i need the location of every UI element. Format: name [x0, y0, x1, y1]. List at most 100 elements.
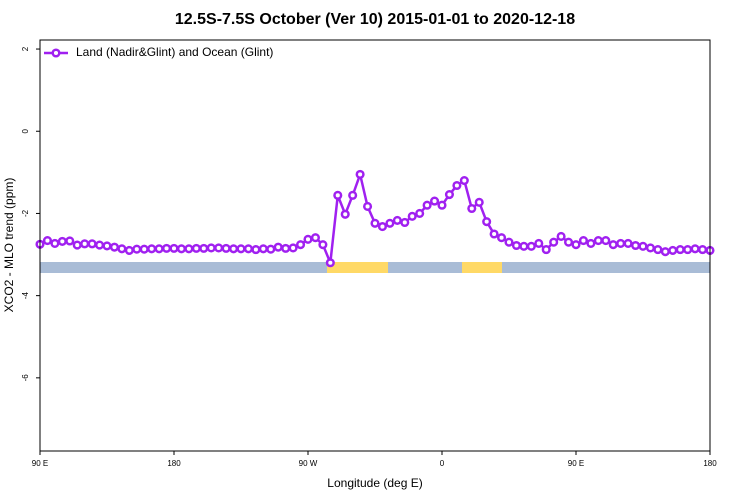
y-tick-label: -6: [21, 374, 30, 382]
data-point: [474, 197, 484, 207]
data-point: [169, 243, 179, 253]
data-point: [191, 243, 201, 253]
data-point: [400, 217, 410, 228]
data-point: [660, 247, 670, 257]
data-point: [184, 244, 194, 254]
data-point: [623, 238, 633, 248]
data-point: [273, 242, 283, 252]
data-point: [87, 239, 97, 249]
data-point: [385, 218, 395, 228]
data-point: [392, 215, 402, 225]
data-point: [348, 190, 358, 200]
data-point: [139, 244, 149, 254]
data-point: [519, 241, 529, 251]
data-point: [616, 238, 626, 248]
data-point: [325, 258, 335, 268]
data-point: [511, 240, 521, 251]
data-point: [638, 241, 648, 251]
data-point: [154, 244, 164, 254]
data-point: [281, 243, 291, 253]
x-tick-label: 180: [703, 459, 717, 468]
x-axis-label: Longitude (deg E): [327, 476, 422, 490]
data-point: [497, 233, 507, 243]
data-point: [206, 243, 216, 253]
data-point: [370, 218, 380, 228]
data-point: [117, 244, 127, 254]
data-point: [571, 240, 581, 250]
data-point: [444, 189, 454, 200]
data-point: [355, 169, 365, 179]
land-strip: [462, 262, 502, 273]
plot-frame: [39, 39, 711, 452]
x-tick-label: 90 E: [32, 459, 48, 468]
x-tick-label: 180: [167, 459, 181, 468]
y-tick-label: -2: [21, 209, 30, 217]
y-axis-label: XCO2 - MLO trend (ppm): [2, 178, 16, 313]
y-tick-label: 0: [21, 128, 30, 133]
data-point: [50, 238, 60, 248]
data-point: [526, 241, 536, 251]
data-point: [645, 243, 655, 253]
data-point: [578, 236, 588, 246]
data-point: [147, 244, 157, 254]
data-point: [363, 201, 373, 212]
data-point: [65, 236, 75, 246]
data-point: [549, 237, 559, 247]
data-point: [452, 180, 462, 191]
data-point: [288, 243, 298, 253]
data-point: [586, 238, 596, 248]
data-point: [631, 240, 641, 251]
data-point: [229, 244, 239, 254]
data-point: [57, 236, 67, 246]
data-point: [258, 244, 268, 254]
data-point: [601, 236, 611, 246]
chart-title: 12.5S-7.5S October (Ver 10) 2015-01-01 t…: [175, 11, 575, 28]
x-tick-label: 90 W: [299, 459, 318, 468]
data-point: [243, 244, 253, 254]
data-point: [109, 242, 119, 252]
data-point: [251, 245, 261, 255]
data-point: [430, 196, 440, 206]
data-point: [593, 236, 603, 246]
data-point: [266, 244, 276, 254]
data-point: [124, 245, 134, 255]
data-point: [467, 203, 477, 214]
data-point: [556, 231, 566, 242]
data-point: [95, 240, 105, 250]
data-point: [72, 240, 82, 250]
data-point: [310, 233, 320, 243]
data-point: [132, 244, 142, 254]
legend-marker: [51, 48, 61, 58]
data-point: [214, 243, 224, 253]
data-point: [377, 222, 387, 232]
data-point: [422, 200, 432, 210]
data-point: [668, 245, 678, 255]
data-point: [504, 237, 514, 247]
land-strip: [327, 262, 388, 273]
data-point: [296, 240, 306, 250]
data-point: [102, 241, 112, 251]
y-tick-label: 2: [21, 46, 30, 51]
data-point: [698, 245, 708, 255]
data-point: [176, 244, 186, 254]
y-tick-label: -4: [21, 292, 30, 300]
data-point: [303, 234, 313, 244]
data-point: [675, 245, 685, 255]
x-tick-label: 0: [440, 459, 445, 468]
data-point: [42, 236, 52, 246]
data-point: [437, 200, 447, 210]
data-point: [653, 245, 663, 255]
data-point: [489, 229, 499, 239]
data-point: [482, 217, 492, 227]
data-point: [162, 243, 172, 253]
data-point: [608, 240, 618, 250]
data-point: [564, 237, 574, 247]
data-point: [683, 245, 693, 255]
data-point: [415, 208, 425, 218]
data-point: [333, 190, 343, 200]
legend-label: Land (Nadir&Glint) and Ocean (Glint): [76, 45, 273, 59]
data-point: [541, 245, 551, 255]
data-point: [690, 244, 700, 254]
